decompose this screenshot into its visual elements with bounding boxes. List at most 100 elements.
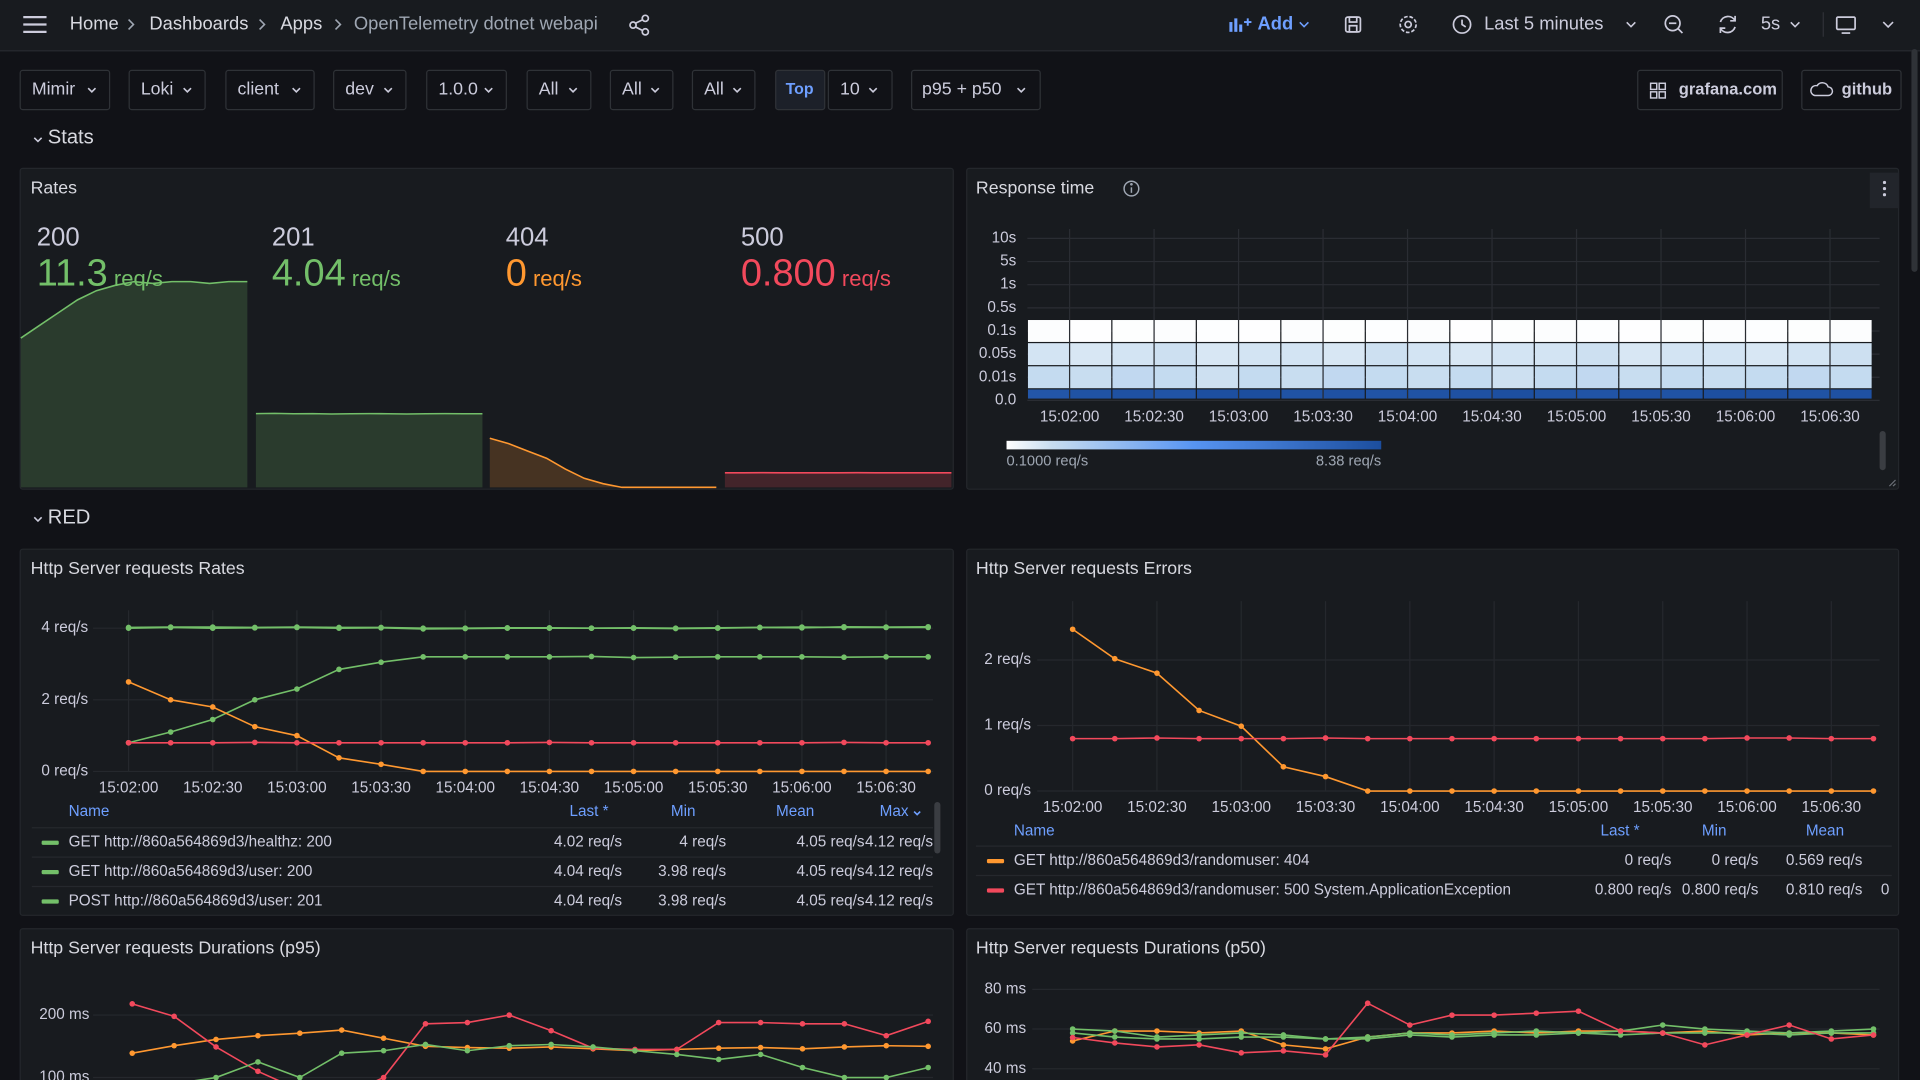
variable-box[interactable] (333, 69, 407, 111)
variable-value[interactable]: All (704, 79, 724, 99)
legend-header[interactable]: Min (671, 803, 696, 820)
variable-value[interactable]: 1.0.0 (438, 79, 478, 99)
variable-box[interactable] (911, 69, 1041, 111)
data-point (1280, 1048, 1287, 1054)
breadcrumb[interactable]: Dashboards (149, 12, 248, 33)
heatmap-cell (1830, 366, 1872, 389)
legend-swatch (986, 858, 1005, 864)
section-title[interactable]: Stats (48, 127, 94, 149)
panel-menu[interactable] (1869, 172, 1900, 209)
heatmap-cell (1070, 343, 1112, 366)
share-button[interactable] (629, 14, 650, 36)
legend-header[interactable]: Last * (569, 803, 608, 820)
legend-name[interactable]: GET http://860a564869d3/randomuser: 500 … (1014, 881, 1511, 898)
data-point (1238, 1050, 1245, 1056)
legend-header[interactable]: Max (880, 803, 909, 820)
variable-value[interactable]: dev (345, 79, 374, 99)
variable-value[interactable]: All (539, 79, 559, 99)
data-point (714, 625, 721, 631)
heatmap-cell (1534, 389, 1576, 399)
data-point (883, 1074, 890, 1080)
link-label[interactable]: github (1842, 79, 1892, 98)
legend-swatch (41, 870, 59, 875)
variable-box[interactable] (827, 69, 893, 111)
data-point (1069, 1034, 1076, 1041)
page-scrollbar[interactable] (1911, 48, 1918, 272)
data-point (1449, 735, 1455, 742)
link-label[interactable]: grafana.com (1679, 79, 1777, 98)
data-point (380, 1047, 387, 1054)
time-picker-icon[interactable] (1452, 15, 1472, 34)
legend-name[interactable]: POST http://860a564869d3/user: 201 (69, 892, 323, 909)
settings-button[interactable] (1399, 15, 1417, 34)
variable-box[interactable] (19, 69, 111, 111)
info-icon[interactable] (1123, 180, 1140, 197)
variable-value[interactable]: All (622, 79, 642, 99)
legend-header[interactable]: Name (69, 803, 110, 820)
data-point (1702, 1042, 1708, 1048)
menu-button[interactable] (23, 16, 47, 33)
data-point (1533, 735, 1540, 742)
series-line (1072, 1032, 1874, 1040)
data-point (799, 654, 805, 660)
refresh-interval[interactable]: 5s (1761, 12, 1780, 33)
view-mode-button[interactable] (1835, 16, 1856, 34)
scrollbar[interactable] (1879, 431, 1886, 471)
legend-name[interactable]: GET http://860a564869d3/user: 200 (69, 863, 313, 880)
variable-box[interactable] (691, 69, 756, 111)
variable-box[interactable] (128, 69, 206, 111)
section-title[interactable]: RED (48, 506, 91, 528)
top-bar-bg (0, 0, 1920, 51)
quantiles-value[interactable]: p95 + p50 (922, 79, 1002, 99)
y-tick-label: 200 ms (39, 1006, 90, 1023)
data-point (506, 1012, 513, 1018)
legend-header[interactable]: Mean (776, 803, 814, 820)
panel-title: Http Server requests Durations (p50) (976, 938, 1266, 958)
legend-name[interactable]: GET http://860a564869d3/randomuser: 404 (1014, 852, 1310, 869)
add-label[interactable]: Add (1258, 12, 1294, 33)
stat-value: 0 (506, 253, 527, 295)
data-point (209, 625, 216, 632)
data-point (125, 679, 132, 685)
legend-header[interactable]: Name (1014, 822, 1055, 839)
link-button[interactable] (1801, 69, 1902, 111)
variable-box[interactable] (609, 69, 674, 111)
data-point (296, 1074, 303, 1080)
data-point (420, 626, 426, 632)
breadcrumb[interactable]: OpenTelemetry dotnet webapi (354, 12, 598, 33)
y-tick-label: 0 req/s (41, 762, 88, 779)
data-point (1407, 735, 1413, 742)
panel-p95 (19, 928, 954, 1080)
variable-box[interactable] (225, 69, 315, 111)
time-range[interactable]: Last 5 minutes (1484, 12, 1603, 33)
variable-value[interactable]: Mimir (32, 79, 75, 99)
breadcrumb[interactable]: Apps (280, 12, 322, 33)
add-button[interactable] (1229, 18, 1252, 32)
legend-header[interactable]: Min (1702, 822, 1727, 839)
variable-box[interactable] (526, 69, 592, 111)
data-point (1154, 735, 1160, 741)
variable-box[interactable] (426, 69, 507, 111)
refresh-button[interactable] (1719, 15, 1736, 34)
legend-header[interactable]: Mean (1806, 822, 1844, 839)
x-tick-label: 15:05:00 (1549, 799, 1609, 816)
link-button[interactable] (1637, 69, 1783, 111)
zoom-out-button[interactable] (1664, 15, 1684, 34)
variable-value[interactable]: client (238, 79, 280, 99)
data-point (462, 739, 469, 746)
data-point (171, 1042, 177, 1049)
breadcrumb[interactable]: Home (70, 12, 119, 33)
series-line (128, 655, 929, 744)
scrollbar[interactable] (934, 802, 941, 854)
grid-icon (1658, 91, 1667, 99)
series-line (128, 681, 929, 773)
top-value[interactable]: 10 (840, 79, 860, 99)
save-button[interactable] (1344, 16, 1362, 33)
variable-value[interactable]: Loki (141, 79, 174, 99)
data-point (672, 739, 679, 746)
data-point (1449, 788, 1455, 794)
sparkline-area (724, 472, 952, 488)
data-point (1786, 1032, 1792, 1038)
legend-header[interactable]: Last * (1600, 822, 1639, 839)
legend-name[interactable]: GET http://860a564869d3/healthz: 200 (69, 833, 332, 850)
